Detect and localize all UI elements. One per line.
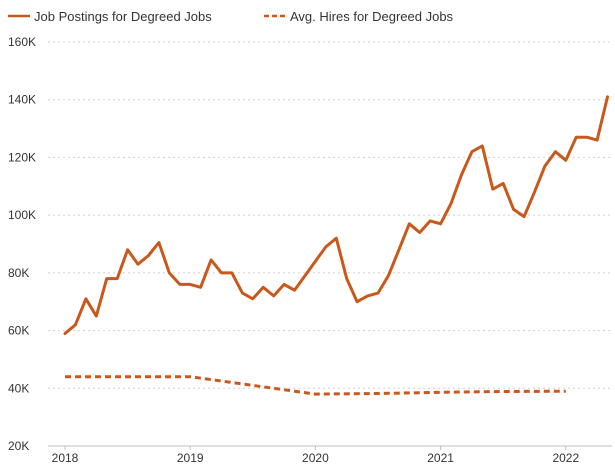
series-line-job-postings bbox=[63, 95, 609, 335]
y-axis-tick-labels: 20K 40K 60K 80K 100K 120K 140K 160K bbox=[8, 35, 36, 453]
y-tick-label: 40K bbox=[8, 381, 29, 395]
series-line-avg-hires bbox=[65, 375, 566, 396]
x-tick-label: 2018 bbox=[52, 451, 79, 465]
y-tick-label: 60K bbox=[8, 324, 29, 338]
x-axis-tick-labels: 2018 2019 2020 2021 2022 bbox=[52, 446, 579, 465]
y-tick-label: 20K bbox=[8, 439, 29, 453]
y-tick-label: 160K bbox=[8, 35, 36, 49]
y-tick-label: 140K bbox=[8, 93, 36, 107]
y-tick-label: 120K bbox=[8, 150, 36, 164]
y-tick-label: 80K bbox=[8, 266, 29, 280]
legend-label-job-postings: Job Postings for Degreed Jobs bbox=[34, 9, 212, 24]
x-tick-label: 2020 bbox=[302, 451, 329, 465]
legend-label-avg-hires: Avg. Hires for Degreed Jobs bbox=[290, 9, 454, 24]
y-tick-label: 100K bbox=[8, 208, 36, 222]
legend: Job Postings for Degreed Jobs Avg. Hires… bbox=[8, 9, 454, 24]
x-tick-label: 2022 bbox=[552, 451, 579, 465]
x-tick-label: 2021 bbox=[427, 451, 454, 465]
grid-lines bbox=[48, 41, 612, 447]
data-series bbox=[63, 95, 609, 396]
x-tick-label: 2019 bbox=[177, 451, 204, 465]
